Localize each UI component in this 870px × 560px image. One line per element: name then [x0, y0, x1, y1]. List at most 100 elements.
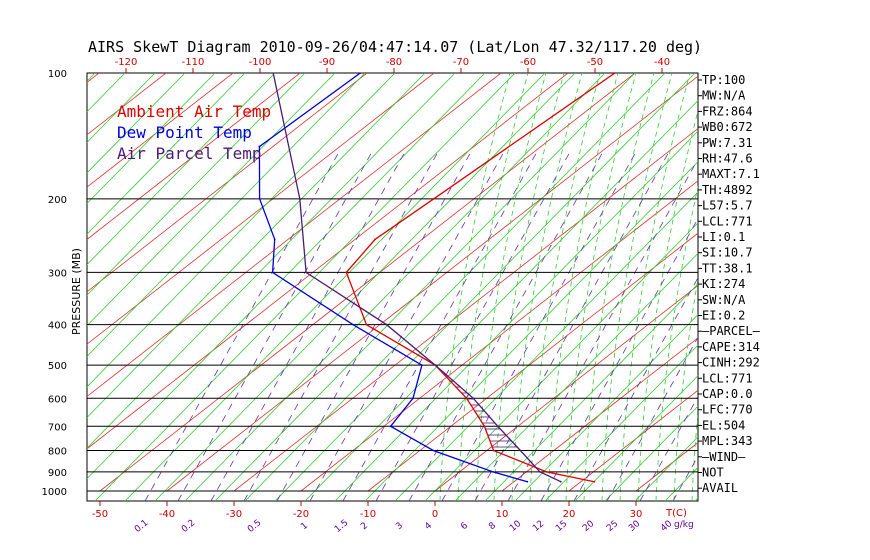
sounding-index-item: EL:504	[702, 418, 745, 432]
ambient-air-temp-point	[545, 471, 548, 473]
dry-adiabat-line	[87, 73, 276, 266]
ambient-air-temp-point	[374, 238, 377, 241]
sounding-index-item: TP:100	[702, 73, 745, 87]
mixing-ratio-line	[309, 149, 506, 501]
dry-adiabat-line	[124, 73, 546, 501]
sounding-index-item: MPL:343	[702, 434, 753, 448]
moist-adiabat-line	[637, 109, 698, 501]
dew-point-temp-line	[258, 73, 528, 483]
mixing-ratio-line	[540, 217, 698, 501]
isotherm-line	[434, 285, 698, 492]
mixing-ratio-tick-label: 20	[581, 519, 596, 534]
bottom-tick-label: -40	[159, 509, 175, 520]
mixing-ratio-line	[441, 149, 638, 501]
mixing-ratio-unit-label: g/kg	[674, 520, 694, 530]
ambient-air-temp-point	[465, 397, 468, 400]
pressure-tick-200: 200	[48, 195, 67, 206]
air-parcel-temp-point	[434, 364, 437, 367]
dry-adiabat-line	[334, 130, 698, 501]
isotherm-line	[233, 127, 698, 492]
pressure-tick-1000: 1000	[42, 487, 67, 498]
bottom-tick-label: 0	[432, 509, 438, 520]
legend-air-parcel-temp: Air Parcel Temp	[117, 144, 262, 163]
sounding-index-item: SI:10.7	[702, 246, 753, 260]
dry-adiabat-line	[94, 73, 516, 501]
bottom-temperature-axis: -50 -40 -30 -20 -10 0 10 20 30	[92, 501, 643, 520]
dry-adiabat-line	[184, 73, 606, 501]
dew-point-temp-point	[526, 480, 529, 483]
mixing-ratio-line	[177, 149, 374, 501]
air-parcel-temp-point	[272, 73, 275, 74]
air-parcel-temp-point	[496, 425, 499, 428]
moist-adiabat-line	[529, 73, 601, 501]
dry-adiabat-line	[544, 344, 698, 501]
air-parcel-temp-point	[519, 449, 522, 452]
isotherm-line	[87, 73, 301, 240]
dry-adiabat-line	[274, 73, 696, 501]
sounding-index-item: LFC:770	[702, 403, 753, 417]
bottom-tick-label: -50	[92, 509, 108, 520]
dry-adiabat-line	[87, 73, 366, 357]
dew-point-temp-point	[258, 197, 261, 200]
bottom-tick-label: 20	[563, 509, 576, 520]
dry-adiabat-line	[755, 73, 870, 501]
ambient-air-temp-point	[614, 73, 616, 74]
pressure-tick-300: 300	[48, 268, 67, 279]
mixing-ratio-line	[210, 149, 407, 501]
air-parcel-temp-point	[305, 271, 307, 274]
sounding-index-item: —PARCEL—	[702, 324, 761, 338]
mixing-ratio-line	[639, 395, 698, 501]
air-parcel-temp-point	[472, 397, 475, 400]
moist-adiabat-line	[655, 184, 698, 501]
mixing-ratio-axis: 0.1 0.2 0.5 1 1.5 2 3 4 6 8 10 12 15 20 25 30 40	[133, 518, 675, 535]
isotherm-line	[367, 232, 698, 492]
mixing-ratio-line	[276, 149, 473, 501]
dry-adiabat-line	[394, 191, 698, 501]
moist-adiabat-line	[673, 276, 698, 501]
sounding-index-item: MW:N/A	[702, 89, 746, 103]
dew-point-temp-point	[258, 145, 261, 148]
moist-adiabat-line	[583, 73, 655, 501]
sounding-index-item: MAXT:7.1	[702, 167, 760, 181]
bottom-tick-label: 30	[630, 509, 643, 520]
pressure-tick-800: 800	[48, 446, 67, 457]
moist-adiabat-line	[457, 73, 529, 501]
pressure-tick-400: 400	[48, 321, 67, 332]
ambient-air-temp-point	[432, 197, 435, 200]
air-parcel-temp-point	[298, 197, 301, 200]
moist-adiabat-line	[619, 73, 691, 501]
legend-dew-point-temp: Dew Point Temp	[117, 123, 252, 142]
top-tick-label: -70	[453, 57, 469, 68]
ambient-air-temp-point	[593, 480, 596, 483]
top-tick-label: -110	[182, 57, 205, 68]
dry-adiabat-line	[484, 283, 698, 501]
dry-adiabat-line	[87, 73, 246, 235]
dry-adiabat-line	[604, 405, 698, 501]
isotherm-line	[568, 389, 698, 492]
plot-frame	[86, 72, 699, 502]
dry-adiabat-line	[87, 73, 426, 419]
bottom-tick-label: -10	[360, 509, 376, 520]
pressure-axis-title: PRESSURE (MB)	[70, 248, 83, 335]
isotherm-line	[87, 73, 569, 450]
dry-adiabat-line	[214, 73, 636, 501]
mixing-ratio-tick-label: 6	[459, 521, 470, 533]
cape-hatched-area	[435, 365, 521, 451]
sounding-index-item: AVAIL	[702, 481, 738, 495]
top-tick-label: -50	[587, 57, 603, 68]
air-parcel-temp-point	[539, 471, 541, 473]
sounding-index-item: SW:N/A	[702, 293, 746, 307]
isotherm-line	[837, 73, 870, 491]
ambient-air-temp-point	[492, 449, 495, 452]
sounding-index-item: NOT	[702, 466, 724, 480]
dew-point-temp-point	[271, 271, 274, 274]
mixing-ratio-tick-label: 40	[659, 519, 674, 534]
isotherm-line	[501, 337, 698, 492]
chart-title: AIRS SkewT Diagram 2010-09-26/04:47:14.0…	[88, 38, 702, 56]
dew-point-temp-point	[432, 449, 435, 452]
pressure-tick-900: 900	[48, 468, 67, 479]
dry-adiabat-line	[0, 73, 65, 501]
dry-adiabat-line	[87, 73, 336, 327]
sounding-index-item: —WIND—	[702, 450, 746, 464]
mixing-ratio-tick-label: 3	[394, 521, 405, 532]
